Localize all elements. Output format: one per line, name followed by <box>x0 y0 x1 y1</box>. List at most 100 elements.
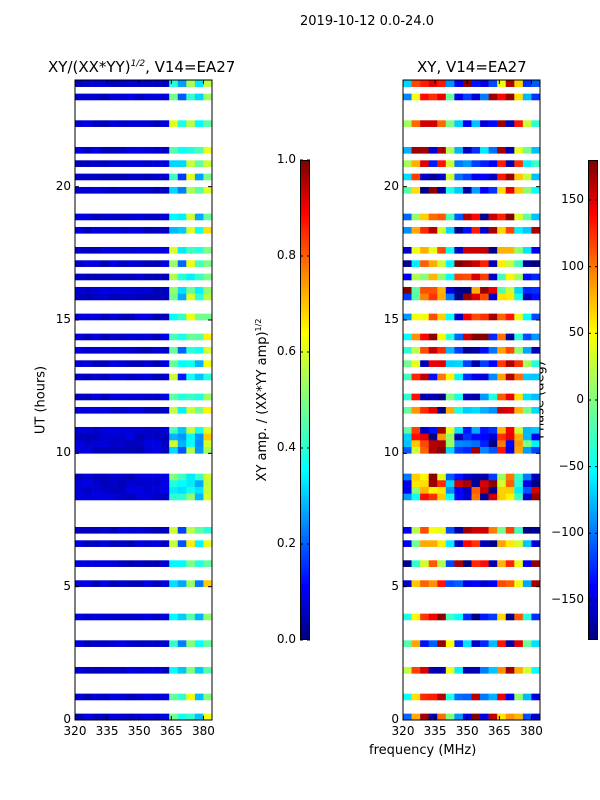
heatmap-cell <box>160 533 170 541</box>
heatmap-cell <box>83 360 93 367</box>
heatmap-cell <box>169 166 179 174</box>
heatmap-cell <box>505 533 515 541</box>
heatmap-cell <box>420 173 429 181</box>
colorbar-amplitude <box>300 160 310 640</box>
heatmap-cell <box>203 360 213 367</box>
heatmap-cell <box>403 533 412 541</box>
heatmap-cell <box>186 86 196 94</box>
heatmap-cell <box>454 146 464 154</box>
heatmap-cell <box>152 173 161 181</box>
heatmap-cell <box>480 440 489 447</box>
heatmap-cell <box>109 633 119 641</box>
heatmap-cell <box>403 406 412 414</box>
heatmap-cell <box>126 433 136 441</box>
heatmap-cell <box>160 273 170 281</box>
heatmap-cell <box>480 133 489 141</box>
heatmap-cell <box>100 360 110 367</box>
heatmap-cell <box>152 413 161 421</box>
heatmap-cell <box>488 613 498 621</box>
heatmap-cell <box>177 700 187 707</box>
heatmap-cell <box>488 273 498 281</box>
heatmap-cell <box>403 593 412 601</box>
heatmap-cell <box>471 466 481 474</box>
heatmap-cell <box>92 673 101 681</box>
heatmap-cell <box>480 220 489 227</box>
heatmap-cell <box>471 340 481 347</box>
heatmap-cell <box>194 206 204 214</box>
heatmap-cell <box>497 633 507 641</box>
heatmap-cell <box>445 613 455 621</box>
heatmap-cell <box>169 366 179 374</box>
heatmap-cell <box>177 593 187 601</box>
heatmap-cell <box>100 480 110 487</box>
heatmap-cell <box>83 520 93 527</box>
heatmap-cell <box>454 133 464 141</box>
heatmap-cell <box>194 333 204 341</box>
heatmap-cell <box>92 706 101 714</box>
heatmap-cell <box>117 133 127 141</box>
heatmap-cell <box>75 413 84 421</box>
heatmap-cell <box>522 293 532 301</box>
heatmap-cell <box>109 640 119 647</box>
heatmap-cell <box>471 440 481 447</box>
heatmap-cell <box>445 600 455 607</box>
heatmap-cell <box>100 366 110 374</box>
heatmap-cell <box>403 206 412 214</box>
heatmap-cell <box>92 340 101 347</box>
heatmap-cell <box>100 466 110 474</box>
heatmap-cell <box>505 166 515 174</box>
heatmap-cell <box>454 653 464 661</box>
heatmap-cell <box>194 113 204 121</box>
heatmap-cell <box>445 426 455 434</box>
heatmap-cell <box>109 280 119 287</box>
heatmap-cell <box>117 293 127 301</box>
heatmap-cell <box>177 380 187 387</box>
heatmap-cell <box>462 273 472 281</box>
heatmap-cell <box>92 713 101 721</box>
heatmap-cell <box>109 80 119 87</box>
heatmap-cell <box>437 660 447 667</box>
heatmap-cell <box>514 420 524 427</box>
heatmap-cell <box>454 526 464 534</box>
heatmap-cell <box>471 306 481 314</box>
heatmap-cell <box>169 506 179 514</box>
heatmap-cell <box>514 580 524 587</box>
heatmap-cell <box>420 373 429 381</box>
heatmap-cell <box>445 320 455 327</box>
heatmap-cell <box>531 500 541 507</box>
heatmap-cell <box>462 673 472 681</box>
heatmap-cell <box>169 206 179 214</box>
heatmap-cell <box>109 433 119 441</box>
heatmap-cell <box>454 460 464 467</box>
heatmap-cell <box>126 246 136 254</box>
heatmap-cell <box>403 473 412 481</box>
heatmap-cell <box>177 586 187 594</box>
heatmap-cell <box>186 286 196 294</box>
heatmap-cell <box>75 133 84 141</box>
heatmap-cell <box>109 493 119 501</box>
heatmap-cell <box>403 266 412 274</box>
heatmap-cell <box>403 453 412 461</box>
heatmap-cell <box>428 513 438 521</box>
heatmap-cell <box>152 160 161 167</box>
heatmap-cell <box>194 520 204 527</box>
heatmap-cell <box>186 633 196 641</box>
heatmap-cell <box>437 360 447 367</box>
heatmap-cell <box>75 406 84 414</box>
heatmap-cell <box>117 406 127 414</box>
heatmap-cell <box>445 126 455 134</box>
heatmap-cell <box>522 440 532 447</box>
heatmap-cell <box>194 546 204 554</box>
heatmap-cell <box>505 133 515 141</box>
heatmap-cell <box>454 706 464 714</box>
heatmap-cell <box>462 593 472 601</box>
heatmap-cell <box>186 186 196 194</box>
heatmap-cell <box>428 333 438 341</box>
heatmap-cell <box>203 573 213 581</box>
heatmap-cell <box>471 246 481 254</box>
heatmap-cell <box>143 233 153 241</box>
heatmap-cell <box>411 413 421 421</box>
heatmap-cell <box>117 366 127 374</box>
heatmap-cell <box>514 313 524 321</box>
heatmap-cell <box>177 673 187 681</box>
